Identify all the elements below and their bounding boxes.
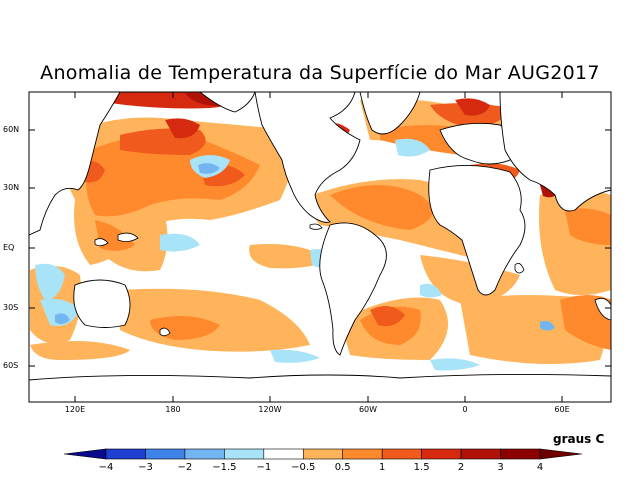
- colorbar-bin: [145, 448, 186, 460]
- colorbar-label: 1: [378, 462, 386, 473]
- lat-label-60s: 60S: [3, 361, 19, 370]
- colorbar-bin: [381, 448, 422, 460]
- colorbar-bin: [460, 448, 501, 460]
- axis-ticks: [29, 92, 611, 402]
- colorbar-bin: [421, 448, 462, 460]
- colorbar-label: 1.5: [413, 462, 430, 473]
- colorbar-arrow-low: [63, 448, 107, 460]
- units-label: graus C: [553, 432, 605, 446]
- colorbar-label: 4: [536, 462, 544, 473]
- lon-label-120w: 120W: [258, 405, 282, 414]
- colorbar-label: 0.5: [334, 462, 351, 473]
- islands: [94, 223, 611, 337]
- colorbar-bin: [224, 448, 265, 460]
- anomaly-minus-1-1.5: [55, 163, 555, 331]
- anomaly-minus-0.5-1: [35, 138, 480, 371]
- continents: [29, 92, 611, 402]
- colorbar-label: 2: [457, 462, 465, 473]
- colorbar-bin: [105, 448, 146, 460]
- colorbar-bin: [184, 448, 225, 460]
- colorbar-label: −2: [177, 462, 193, 473]
- colorbar-label: −3: [138, 462, 153, 473]
- lat-label-30s: 30S: [3, 303, 19, 312]
- lon-label-120e: 120E: [64, 405, 86, 414]
- colorbar-label: −1: [256, 462, 272, 473]
- map-frame: [28, 91, 612, 403]
- colorbar-label: −4: [98, 462, 114, 473]
- colorbar-bin: [500, 448, 541, 460]
- colorbar: [63, 448, 583, 460]
- map-title: Anomalia de Temperatura da Superfície do…: [40, 62, 600, 84]
- lat-label-30n: 30N: [3, 183, 20, 192]
- lat-label-eq: EQ: [3, 243, 15, 252]
- lon-label-60e: 60E: [554, 405, 570, 414]
- lon-label-0: 0: [462, 405, 468, 414]
- colorbar-label: −0.5: [291, 462, 316, 473]
- colorbar-bin: [263, 448, 304, 460]
- map-field: [29, 92, 611, 402]
- colorbar-bin: [302, 448, 344, 460]
- lon-label-60w: 60W: [358, 405, 378, 414]
- colorbar-label: 3: [497, 462, 504, 473]
- colorbar-bin: [342, 448, 383, 460]
- lon-label-180: 180: [165, 405, 181, 414]
- lat-label-60n: 60N: [3, 125, 20, 134]
- colorbar-arrow-high: [539, 448, 583, 460]
- colorbar-label: −1.5: [212, 462, 237, 473]
